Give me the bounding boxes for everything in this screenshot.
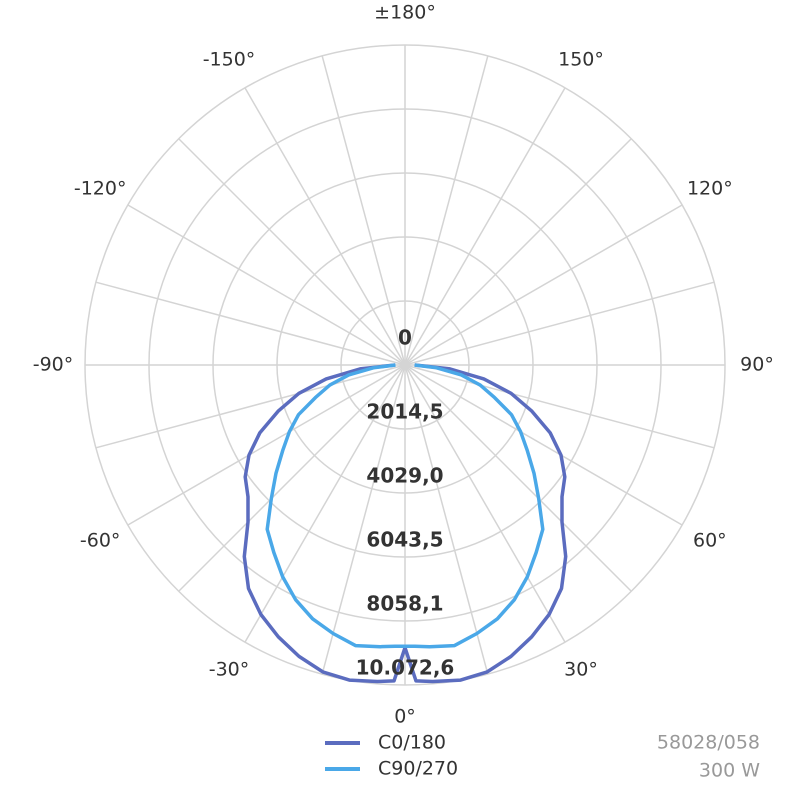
ring-label: 10.072,6 xyxy=(356,656,455,680)
angle-label: ±180° xyxy=(374,2,436,24)
angle-label: -30° xyxy=(209,658,250,680)
spoke xyxy=(95,364,406,449)
legend-label: C90/270 xyxy=(378,758,458,780)
angle-label: -120° xyxy=(74,178,127,200)
series-line xyxy=(265,363,545,649)
ring-label: 2014,5 xyxy=(366,399,443,423)
spoke xyxy=(404,281,715,366)
spoke xyxy=(244,364,406,643)
angle-label: 30° xyxy=(564,658,598,680)
ring xyxy=(212,172,598,558)
spoke xyxy=(95,281,406,366)
spoke xyxy=(404,364,632,592)
spoke xyxy=(404,364,489,675)
ring-label: 6043,5 xyxy=(366,527,443,551)
spoke xyxy=(321,55,406,366)
spoke xyxy=(178,364,406,592)
spoke xyxy=(404,87,566,366)
ring xyxy=(340,300,470,430)
angle-label: 60° xyxy=(693,530,727,552)
ring xyxy=(84,44,726,686)
angle-label: -150° xyxy=(203,49,256,71)
angle-label: 150° xyxy=(558,49,604,71)
angle-label: -60° xyxy=(80,530,121,552)
note: 58028/058 xyxy=(657,732,760,754)
legend-label: C0/180 xyxy=(378,732,446,754)
spoke xyxy=(404,138,632,366)
note: 300 W xyxy=(699,760,760,782)
spoke xyxy=(127,364,406,526)
spoke xyxy=(404,364,683,526)
spoke xyxy=(244,87,406,366)
angle-label: 90° xyxy=(740,354,774,376)
angle-label: 120° xyxy=(687,178,733,200)
angle-label: -90° xyxy=(33,354,74,376)
spoke xyxy=(404,364,715,449)
ring xyxy=(148,108,662,622)
ring xyxy=(276,236,534,494)
ring-label: 4029,0 xyxy=(366,463,443,487)
ring-label: 8058,1 xyxy=(366,592,443,616)
spoke xyxy=(404,55,489,366)
spoke xyxy=(404,204,683,366)
angle-label: 0° xyxy=(394,706,416,728)
spoke xyxy=(321,364,406,675)
spoke xyxy=(178,138,406,366)
spoke xyxy=(127,204,406,366)
ring-label: 0 xyxy=(398,326,412,350)
spoke xyxy=(404,364,566,643)
